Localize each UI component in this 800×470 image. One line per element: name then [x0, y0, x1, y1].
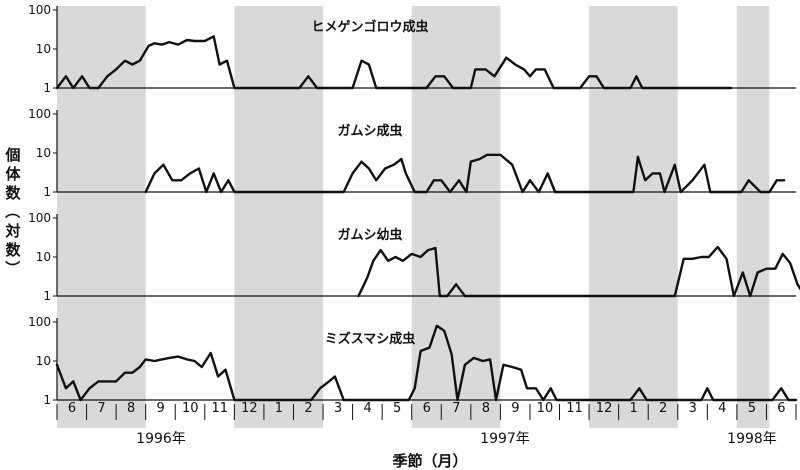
x-tick-label: 11 — [566, 401, 583, 416]
x-tick-label: 4 — [718, 401, 726, 416]
season-shade — [57, 6, 146, 428]
x-tick-label: 10 — [182, 401, 199, 416]
x-tick-label: 7 — [452, 401, 460, 416]
x-tick-label: 11 — [212, 401, 229, 416]
y-axis-label-char: 数 — [5, 184, 21, 202]
x-tick-label: 7 — [97, 401, 105, 416]
data-lines — [55, 35, 800, 402]
y-axis-label-char: （ — [3, 203, 21, 218]
x-tick-label: 1 — [629, 401, 637, 416]
x-tick-label: 10 — [537, 401, 554, 416]
y-tick-label: 1 — [43, 81, 51, 95]
y-tick-label: 1 — [43, 185, 51, 199]
x-tick-label: 8 — [127, 401, 135, 416]
labels: 1 10 100 ヒメゲンゴロウ成虫 1 10 100 ガムシ成虫 1 10 100 ガムシ幼虫 1 10… — [3, 3, 786, 470]
y-tick-label: 100 — [28, 3, 51, 17]
x-tick-label: 5 — [748, 401, 756, 416]
series-line — [357, 245, 800, 298]
y-tick-label: 10 — [36, 354, 51, 368]
season-shade — [234, 6, 324, 428]
panel-title: ガムシ成虫 — [337, 123, 402, 139]
x-tick-label: 2 — [304, 401, 312, 416]
panel-title: ガムシ幼虫 — [337, 227, 402, 243]
panel-title: ミズスマシ成虫 — [325, 331, 416, 347]
y-tick-label: 1 — [43, 289, 51, 303]
x-tick-label: 4 — [363, 401, 371, 416]
y-tick-label: 100 — [28, 211, 51, 225]
x-tick-label: 6 — [68, 401, 76, 416]
y-axis-label-char: 個 — [4, 146, 20, 164]
y-axis-label-char: 体 — [5, 165, 21, 183]
year-label: 1998年 — [727, 431, 777, 447]
x-tick-label: 3 — [334, 401, 342, 416]
x-tick-label: 6 — [423, 401, 431, 416]
y-tick-label: 100 — [28, 107, 51, 121]
x-tick-label: 9 — [511, 401, 519, 416]
season-shade — [411, 6, 501, 428]
panel-title: ヒメゲンゴロウ成虫 — [311, 19, 428, 35]
x-tick-label: 2 — [659, 401, 667, 416]
y-tick-label: 10 — [36, 250, 51, 264]
year-label: 1996年 — [136, 431, 186, 447]
x-tick-label: 9 — [157, 401, 165, 416]
x-tick-label: 3 — [689, 401, 697, 416]
y-tick-label: 10 — [36, 146, 51, 160]
y-axis-label-char: 対 — [4, 222, 20, 240]
y-tick-label: 1 — [43, 393, 51, 407]
y-axis-label-char: ） — [3, 260, 21, 275]
x-tick-label: 12 — [241, 401, 258, 416]
x-tick-label: 1 — [275, 401, 283, 416]
x-tick-label: 6 — [777, 401, 785, 416]
x-tick-label: 12 — [596, 401, 613, 416]
x-tick-label: 8 — [482, 401, 490, 416]
season-shade — [589, 6, 678, 428]
y-tick-label: 100 — [28, 315, 51, 329]
season-shading — [57, 6, 770, 428]
x-axis-label: 季節（月） — [392, 452, 467, 470]
x-tick-label: 5 — [393, 401, 401, 416]
y-tick-label: 10 — [36, 42, 51, 56]
year-label: 1997年 — [480, 431, 530, 447]
y-axis-label-char: 数 — [5, 241, 21, 259]
season-shade — [736, 6, 770, 428]
series-line — [144, 153, 786, 194]
